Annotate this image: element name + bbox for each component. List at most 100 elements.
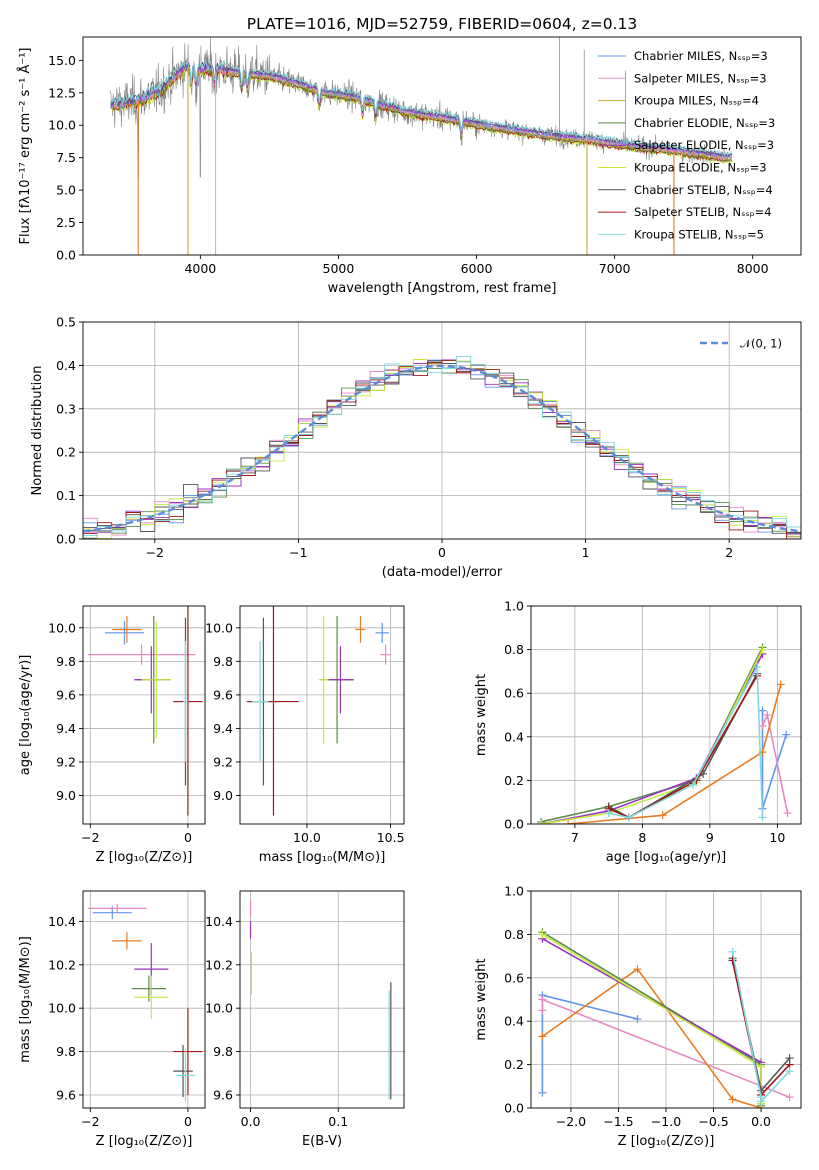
y-tick-label: 9.8 (213, 1044, 233, 1059)
errorbar-point-kroupa_elodie (318, 616, 329, 744)
weight-marker-salpeter_miles (783, 809, 792, 818)
observed-spectrum-line (110, 37, 726, 178)
figure-title: PLATE=1016, MJD=52759, FIBERID=0604, z=0… (247, 15, 637, 33)
y-tick-label: 9.2 (213, 754, 233, 769)
y-tick-label: 0.5 (56, 315, 76, 330)
y-tick-label: 0.0 (504, 1101, 524, 1116)
weight-marker-kroupa_elodie (537, 820, 546, 824)
plot-area (110, 37, 733, 255)
y-tick-label: 15.0 (48, 53, 76, 68)
y-tick-label: 0.8 (504, 642, 524, 657)
x-axis-label: mass [log₁₀(M/M⊙)] (259, 850, 386, 865)
legend-label: Chabrier MILES, Nₛₛₚ=3 (634, 49, 768, 63)
weight-marker-chabrier_miles (782, 730, 791, 739)
mass-vs-extinction-panel: 0.0 0.1 9.6 9.8 10.0 10.2 10.4 E(B-V) (205, 890, 405, 1149)
x-tick-label: 4000 (184, 261, 216, 276)
weight-marker-salpeter_miles (763, 711, 772, 719)
weight-marker-orange (564, 820, 573, 824)
y-tick-label: 0.1 (56, 488, 76, 503)
legend-label: Chabrier STELIB, Nₛₛₚ=4 (634, 183, 773, 197)
legend-label: Kroupa STELIB, Nₛₛₚ=5 (634, 227, 764, 241)
y-tick-label: 10.0 (48, 1001, 76, 1016)
age-vs-mass-panel: 10.0 10.5 9.0 9.2 9.4 9.6 9.8 10.0 mass [log₁₀(M… (205, 605, 405, 865)
x-tick-label: −2 (81, 830, 99, 845)
x-tick-label: −0.5 (698, 1114, 728, 1129)
frame: −2 0 9.6 9.8 10.0 10.2 10.4 Z [log₁₀(Z/Z⊙)] mass… (18, 890, 206, 1149)
weight-line-chabrier_elodie (540, 647, 764, 823)
x-axis-label: Z [log₁₀(Z/Z⊙)] (618, 1134, 715, 1149)
errorbar-point-kroupa_stelib (183, 641, 188, 762)
y-tick-label: 10.2 (205, 957, 233, 972)
x-axis-label: (data-model)/error (382, 565, 503, 580)
y-tick-label: 10.0 (48, 118, 76, 133)
x-tick-label: 10 (769, 830, 785, 845)
x-tick-label: 7000 (599, 261, 631, 276)
x-tick-label: 1 (582, 545, 590, 560)
errorbar-point-salpeter_miles (87, 904, 147, 913)
y-tick-label: 0.8 (504, 927, 524, 942)
y-axis-label: Normed distribution (30, 366, 45, 496)
y-axis-label: Flux [fλ10⁻¹⁷ erg cm⁻² s⁻¹ Å⁻¹] (17, 48, 33, 245)
model-spectrum-salpeter_elodie (110, 60, 733, 158)
weight-marker-kroupa_stelib (758, 813, 767, 822)
y-tick-label: 7.5 (56, 150, 76, 165)
x-tick-label: 5000 (323, 261, 355, 276)
residual-histogram-kroupa_stelib (83, 355, 801, 537)
x-tick-label: 0.0 (241, 1114, 261, 1129)
y-axis-label: mass weight (474, 958, 489, 1040)
y-tick-label: 10.4 (48, 914, 76, 929)
errorbar-point-salpeter_miles (380, 644, 391, 665)
y-tick-label: 9.4 (56, 721, 76, 736)
weight-marker-orange (633, 965, 642, 974)
legend-label: Kroupa ELODIE, Nₛₛₚ=3 (634, 161, 767, 175)
x-tick-label: −2 (146, 545, 164, 560)
weight-line-orange (568, 684, 782, 824)
axes-frame (239, 605, 405, 825)
x-tick-label: −1.0 (651, 1114, 681, 1129)
weight-line-salpeter_stelib (608, 675, 758, 819)
x-tick-label: −2.0 (556, 1114, 586, 1129)
weight-marker-kroupa_elodie (757, 1062, 766, 1071)
frame: −2 −1 0 1 2 0.0 0.1 0.2 0.3 0.4 0.5 (data-model)/er… (30, 315, 802, 580)
y-tick-label: 9.6 (56, 1087, 76, 1102)
weight-marker-kroupa_stelib (785, 1067, 794, 1076)
y-tick-label: 2.5 (56, 215, 76, 230)
weight-marker-kroupa_stelib (604, 809, 613, 818)
x-tick-label: 2 (725, 545, 733, 560)
y-axis-label: mass [log₁₀(M/M⊙)] (18, 936, 33, 1063)
axes-frame (530, 605, 802, 825)
plot-area (537, 643, 792, 824)
y-tick-label: 9.8 (56, 654, 76, 669)
x-tick-label: 10.0 (293, 830, 321, 845)
weight-vs-age-panel: 7 8 9 10 0.0 0.2 0.4 0.6 0.8 1.0 age [log₁₀(age/yr… (474, 599, 802, 865)
axes-frame (239, 890, 405, 1109)
x-axis-label: Z [log₁₀(Z/Z⊙)] (96, 850, 193, 865)
plot-area (249, 899, 392, 1100)
errorbar-point-salpeter_elodie (327, 646, 354, 714)
legend-label: Salpeter ELODIE, Nₛₛₚ=3 (634, 138, 774, 152)
x-tick-label: −2 (81, 1114, 99, 1129)
errorbar-point-kroupa_stelib (251, 641, 269, 762)
legend-label: Chabrier ELODIE, Nₛₛₚ=3 (634, 116, 775, 130)
plot-area (538, 928, 794, 1108)
weight-marker-chabrier_miles (758, 706, 767, 715)
y-tick-label: 9.4 (213, 721, 233, 736)
weight-marker-chabrier_miles (538, 1088, 547, 1097)
y-tick-label: 0.2 (56, 445, 76, 460)
plot-area (87, 904, 203, 1102)
model-spectrum-kroupa_stelib (110, 59, 733, 157)
errorbar-point-chabrier_stelib (173, 1045, 193, 1098)
x-tick-label: 6000 (461, 261, 493, 276)
x-axis-label: age [log₁₀(age/yr)] (606, 850, 727, 865)
y-tick-label: 10.2 (48, 957, 76, 972)
weight-marker-kroupa_elodie (758, 645, 767, 654)
legend-label: Salpeter MILES, Nₛₛₚ=3 (634, 71, 767, 85)
errorbar-point-kroupa_stelib (175, 1049, 196, 1102)
y-tick-label: 0.6 (504, 970, 524, 985)
legend: Chabrier MILES, Nₛₛₚ=3 Salpeter MILES, Nₛ… (598, 49, 775, 241)
errorbar-point-chabrier_miles (375, 622, 389, 643)
x-tick-label: 0.0 (751, 1114, 771, 1129)
y-tick-label: 9.6 (213, 1087, 233, 1102)
x-axis-label: wavelength [Angstrom, rest frame] (328, 281, 557, 296)
plot-area (246, 606, 391, 816)
